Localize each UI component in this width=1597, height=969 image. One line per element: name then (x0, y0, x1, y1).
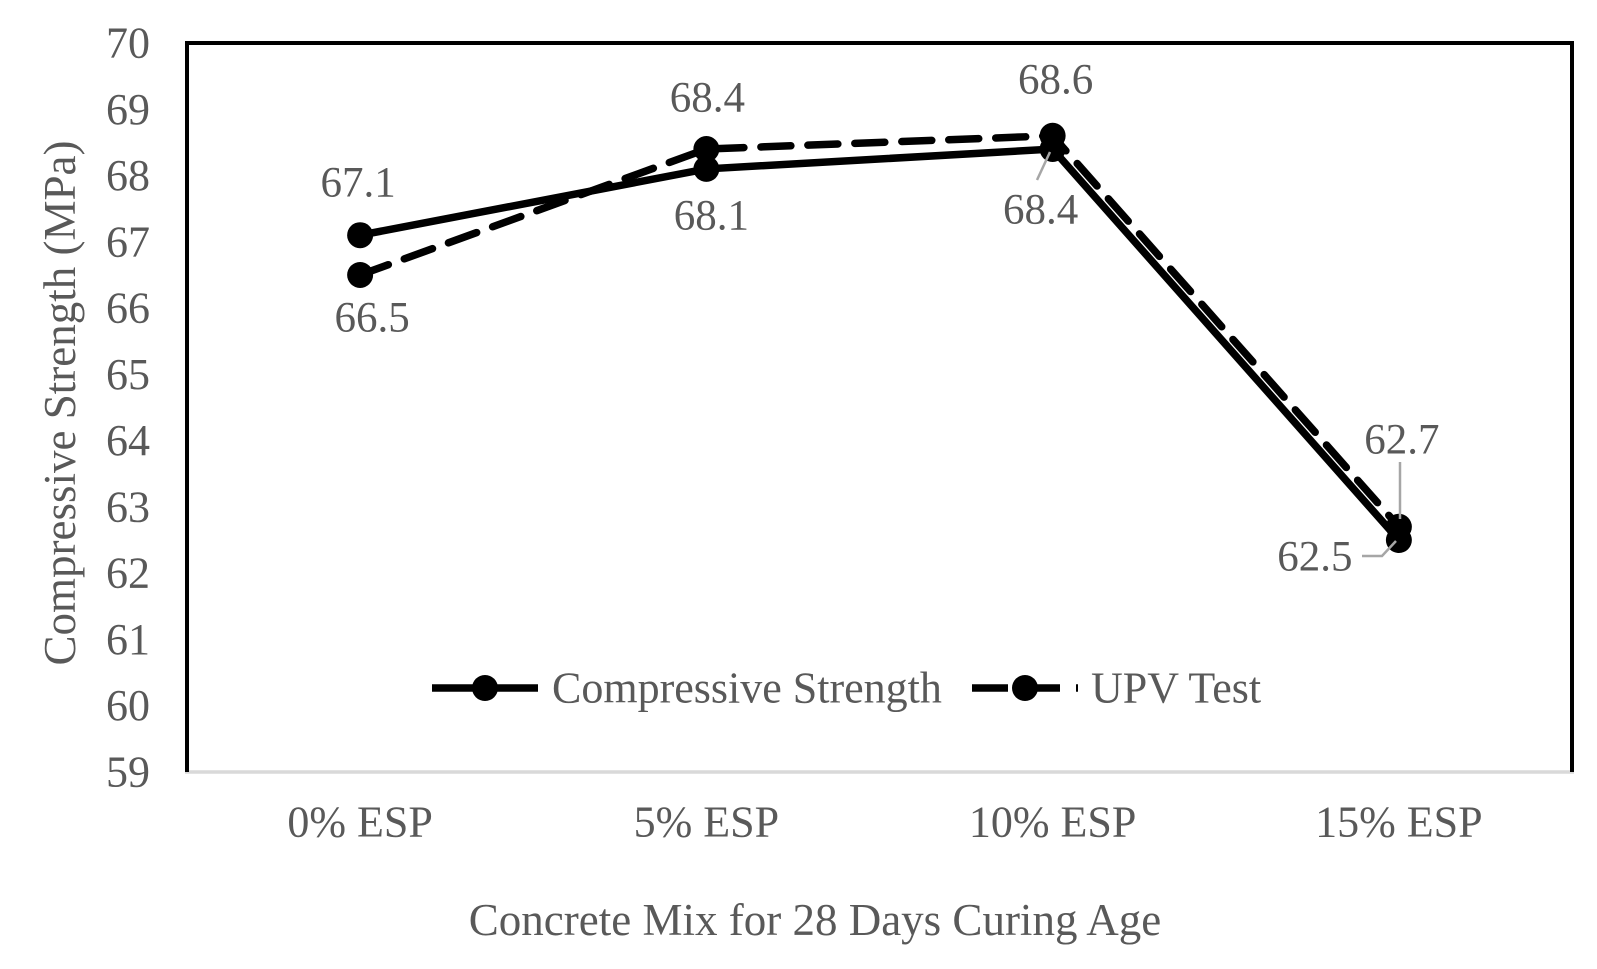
y-tick-label: 67 (106, 217, 150, 266)
axis-titles: Compressive Strength (MPa) Concrete Mix … (35, 141, 1261, 945)
x-axis-title: Concrete Mix for 28 Days Curing Age (469, 895, 1161, 945)
data-label-compressive-strength: 67.1 (321, 160, 396, 207)
data-label-compressive-strength: 68.1 (674, 192, 749, 239)
data-point-marker-upv-test (1385, 513, 1412, 540)
legend-marker-upv-test (1012, 675, 1038, 701)
data-label-upv-test: 62.7 (1364, 416, 1439, 463)
leader-line (1362, 540, 1397, 558)
legend-label-compressive-strength: Compressive Strength (552, 664, 942, 713)
data-label-upv-test: 68.6 (1018, 56, 1093, 103)
y-tick-label: 59 (106, 748, 150, 797)
data-label-upv-test: 66.5 (335, 294, 410, 341)
data-label-upv-test: 68.4 (670, 75, 745, 122)
y-tick-label: 60 (106, 681, 150, 730)
y-tick-label: 70 (106, 19, 150, 68)
series-line-upv-test (356, 131, 1403, 531)
y-tick-label: 62 (106, 549, 150, 598)
x-category-label: 0% ESP (287, 798, 432, 847)
y-tick-label: 65 (106, 350, 150, 399)
data-point-marker-upv-test (693, 136, 720, 163)
legend-label-upv-test: UPV Test (1091, 664, 1261, 713)
data-point-marker-compressive-strength (347, 222, 374, 249)
y-tick-label: 61 (106, 615, 150, 664)
data-point-marker-upv-test (1039, 122, 1066, 149)
y-tick-label: 63 (106, 482, 150, 531)
data-label-compressive-strength: 68.4 (1003, 187, 1078, 234)
data-label-compressive-strength: 62.5 (1277, 534, 1352, 581)
y-tick-label: 66 (106, 284, 150, 333)
data-point-marker-upv-test (347, 261, 374, 288)
x-category-label: 15% ESP (1315, 798, 1482, 847)
y-axis-title: Compressive Strength (MPa) (35, 141, 85, 666)
data-point-marker-compressive-strength (693, 155, 720, 182)
y-tick-label: 68 (106, 151, 150, 200)
series-line-compressive-strength (356, 145, 1403, 544)
x-category-label: 5% ESP (634, 798, 779, 847)
y-tick-label: 69 (106, 85, 150, 134)
leader-line (1035, 151, 1052, 181)
y-tick-label: 64 (106, 416, 150, 465)
legend-marker-compressive-strength (472, 675, 498, 701)
plot-layer: 59 60 61 62 63 64 65 66 67 68 69 70 0% ESP 5% ESP 10% … (106, 19, 1574, 847)
plot-border (185, 41, 1574, 772)
x-category-label: 10% ESP (969, 798, 1136, 847)
